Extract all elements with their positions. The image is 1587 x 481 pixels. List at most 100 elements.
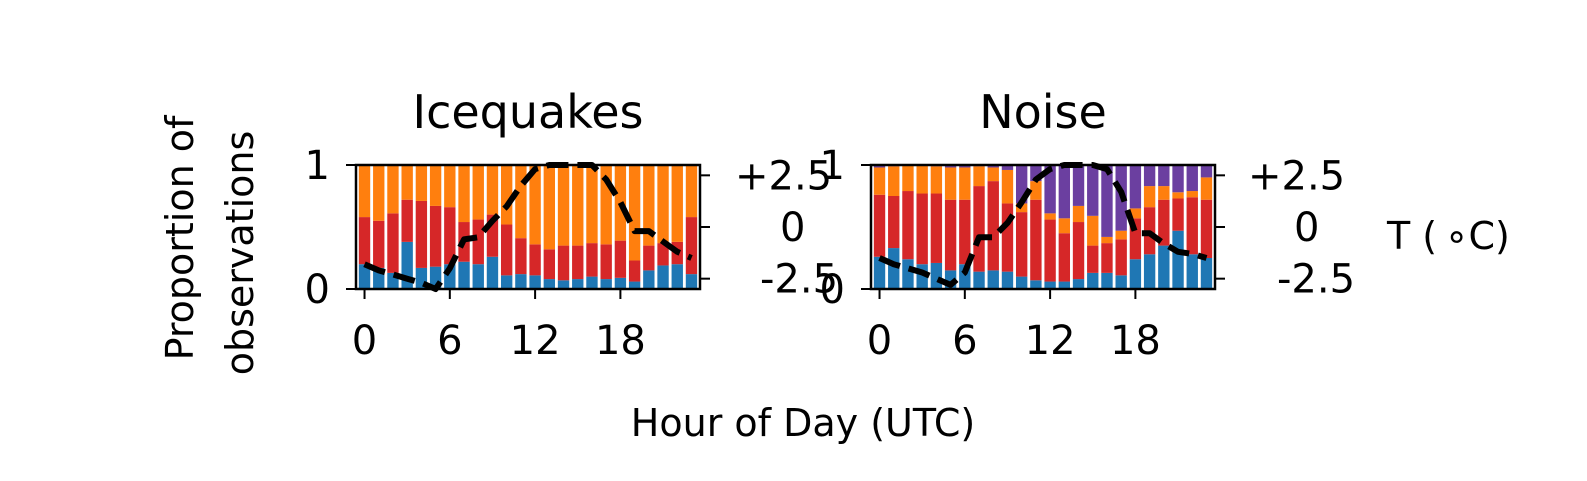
bar-segment-orange (1072, 205, 1085, 223)
panel-title: Icequakes (413, 85, 644, 139)
bar-segment-blue (500, 275, 513, 289)
bar-segment-blue (358, 264, 371, 289)
bar-segment-red (486, 214, 499, 257)
bar-segment-red (373, 220, 385, 268)
bar-segment-blue (1015, 276, 1028, 289)
bar-segment-purple (1200, 165, 1213, 178)
bar-segment-orange (1115, 230, 1127, 240)
bar-segment-purple (1172, 165, 1184, 193)
temperature-tick-label: -2.5 (760, 257, 838, 303)
bar-segment-blue (429, 266, 442, 289)
bar-segment-orange (1186, 191, 1198, 198)
bar-segment-red (628, 260, 641, 282)
bar-segment-orange (916, 165, 928, 194)
bar-segment-purple (1015, 165, 1028, 204)
x-tick-label: 18 (1110, 318, 1161, 364)
bar-segment-red (1058, 233, 1071, 282)
bar-segment-blue (486, 256, 499, 289)
bar-segment-red (529, 244, 541, 276)
bar-segment-purple (1087, 165, 1099, 216)
bar-segment-blue (657, 265, 669, 289)
bar-segment-orange (1172, 192, 1184, 199)
x-tick-label: 12 (1025, 318, 1076, 364)
bar-segment-blue (1001, 271, 1014, 289)
y-label-line-1: Proportion of (158, 114, 202, 360)
bar-segment-red (1200, 199, 1213, 258)
bar-segment-orange (1015, 203, 1028, 213)
bar-segment-red (586, 243, 598, 277)
temperature-tick-label: -2.5 (1277, 257, 1355, 303)
bar-segment-orange (415, 165, 428, 201)
bar-segment-orange (1087, 215, 1099, 246)
bar-segment-orange (888, 166, 900, 196)
x-tick-label: 0 (867, 318, 892, 364)
bar-segment-blue (959, 264, 971, 289)
noise-panel: Noise 0 1 0 6 12 18 +2.5 0 -2.5 (820, 85, 1356, 364)
bar-segment-red (415, 200, 428, 268)
icequakes-panel: Icequakes 0 1 0 6 12 18 +2.5 0 -2.5 (305, 85, 839, 364)
x-tick-label: 12 (510, 318, 561, 364)
bar-segment-blue (1115, 275, 1127, 289)
bar-segment-blue (529, 275, 541, 289)
bar-segment-purple (1072, 165, 1085, 206)
x-axis-label: Hour of Day (UTC) (631, 401, 975, 445)
bar-segment-red (1129, 218, 1142, 260)
bar-segment-blue (614, 277, 627, 289)
bar-segment-orange (401, 165, 413, 200)
bar-segment-purple (1143, 165, 1156, 187)
bar-segment-orange (500, 165, 513, 225)
bar-segment-orange (987, 167, 999, 182)
bar-segment-blue (572, 279, 584, 289)
bar-segment-red (987, 181, 999, 271)
bar-segment-blue (902, 259, 914, 289)
temperature-tick-label: +2.5 (735, 153, 832, 199)
bar-segment-orange (1129, 208, 1142, 219)
x-tick-label: 6 (952, 318, 977, 364)
bar-segment-blue (1044, 281, 1056, 289)
bar-segment-red (1015, 212, 1028, 277)
bar-segment-red (1158, 199, 1170, 246)
bar-segment-orange (643, 165, 655, 246)
bar-segment-orange (1058, 218, 1071, 234)
bar-segment-purple (1129, 165, 1142, 209)
bar-segment-red (1044, 219, 1056, 282)
bar-segment-red (643, 245, 655, 271)
bar-segment-blue (930, 262, 943, 289)
bar-segment-red (1101, 243, 1113, 273)
bar-segment-blue (944, 270, 957, 289)
bar-segment-orange (586, 165, 598, 244)
bar-segment-red (387, 213, 399, 273)
bar-segment-red (916, 193, 928, 265)
bar-segment-blue (458, 261, 470, 289)
bar-segment-purple (1001, 165, 1014, 170)
bar-segment-blue (685, 274, 698, 289)
bar-segment-red (1172, 198, 1184, 231)
bar-segment-orange (1143, 186, 1156, 208)
x-tick-label: 18 (595, 318, 646, 364)
bar-segment-blue (888, 248, 900, 289)
bar-segment-purple (1030, 165, 1042, 182)
y-label-line-2: observations (218, 131, 262, 376)
bar-segment-red (429, 205, 442, 267)
bar-segment-orange (1101, 236, 1113, 244)
bar-segment-red (1072, 222, 1085, 280)
bar-segment-blue (586, 276, 598, 289)
temperature-tick-label: 0 (780, 205, 805, 251)
temperature-line (878, 162, 1208, 288)
bar-segment-red (930, 193, 943, 263)
bar-segment-red (944, 199, 957, 271)
temperature-tick-label: +2.5 (1248, 153, 1345, 199)
bar-segment-red (557, 245, 570, 281)
bar-segment-blue (557, 280, 570, 289)
bar-segment-orange (600, 165, 612, 245)
bar-segment-orange (387, 165, 399, 214)
bar-segment-blue (1101, 272, 1113, 289)
bar-segment-blue (515, 274, 527, 289)
bar-segment-red (902, 191, 914, 260)
bar-segment-orange (657, 165, 669, 244)
bar-segment-red (543, 249, 556, 280)
bar-segment-orange (543, 165, 556, 250)
panel-title: Noise (979, 85, 1107, 139)
bar-segment-blue (1200, 258, 1213, 289)
bar-segment-orange (944, 167, 957, 200)
